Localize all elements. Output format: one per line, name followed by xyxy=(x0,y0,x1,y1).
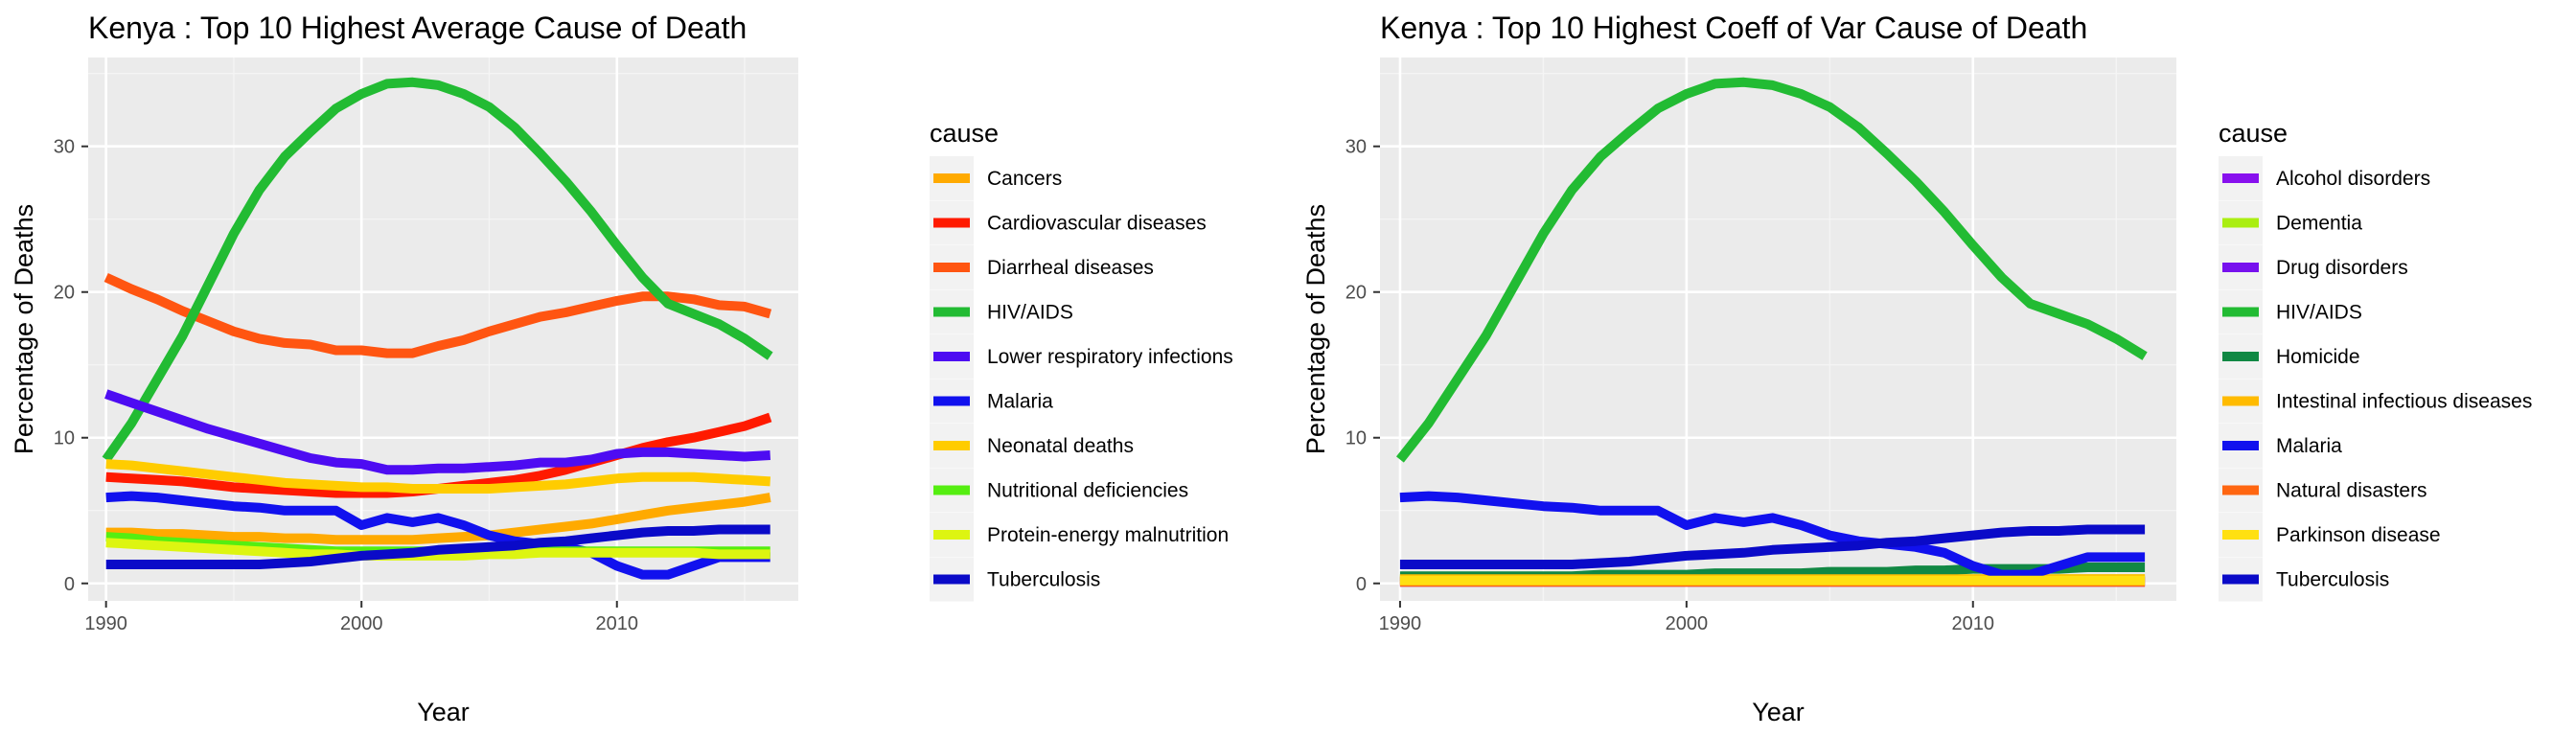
x-tick-label: 1990 xyxy=(84,613,127,634)
legend-item: Diarrheal diseases xyxy=(930,245,1154,289)
y-tick-label: 30 xyxy=(54,137,75,158)
legend-item: HIV/AIDS xyxy=(2219,289,2362,334)
legend-label: HIV/AIDS xyxy=(987,302,1073,324)
legend-label: Cancers xyxy=(987,168,1062,190)
legend-label: Dementia xyxy=(2276,213,2362,235)
legend-label: Lower respiratory infections xyxy=(987,346,1233,368)
y-tick-label: 10 xyxy=(54,428,75,449)
series-lines xyxy=(102,77,773,580)
legend-item: Alcohol disorders xyxy=(2219,156,2430,200)
y-tick-label: 0 xyxy=(64,574,75,595)
x-tick-label: 2000 xyxy=(1666,613,1709,634)
series-line-cancers xyxy=(105,493,771,545)
chart-2: Kenya : Top 10 Highest Coeff of Var Caus… xyxy=(1301,11,2532,726)
legend-label: Alcohol disorders xyxy=(2276,168,2430,190)
series-line-malaria xyxy=(105,491,770,580)
chart-1: Kenya : Top 10 Highest Average Cause of … xyxy=(10,11,1233,726)
legend-label: Natural disasters xyxy=(2276,480,2427,502)
legend-label: Cardiovascular diseases xyxy=(987,213,1207,235)
x-tick-label: 2010 xyxy=(596,613,639,634)
legend-item: Neonatal deaths xyxy=(930,424,1134,468)
y-axis-title: Percentage of Deaths xyxy=(1301,204,1330,454)
y-tick-label: 0 xyxy=(1356,574,1367,595)
legend-item: Cardiovascular diseases xyxy=(930,200,1207,245)
x-axis-title: Year xyxy=(1752,698,1805,726)
legend-label: Nutritional deficiencies xyxy=(987,480,1188,502)
y-tick-label: 20 xyxy=(1346,283,1367,304)
legend-label: Homicide xyxy=(2276,346,2360,368)
series-line-protein-energy-malnutrition xyxy=(105,538,770,561)
legend-item: HIV/AIDS xyxy=(930,289,1073,334)
legend-item: Dementia xyxy=(2219,200,2362,245)
legend-item: Tuberculosis xyxy=(930,557,1100,602)
legend-label: Parkinson disease xyxy=(2276,524,2441,546)
x-tick-label: 2000 xyxy=(340,613,383,634)
legend-item: Malaria xyxy=(2219,424,2342,468)
legend-label: Intestinal infectious diseases xyxy=(2276,391,2532,413)
series-line-malaria xyxy=(1399,491,2146,580)
legend-label: Malaria xyxy=(987,391,1053,413)
legend-label: HIV/AIDS xyxy=(2276,302,2362,324)
legend-label: Drug disorders xyxy=(2276,257,2408,279)
legend-item: Intestinal infectious diseases xyxy=(2219,379,2532,424)
series-line-lower-respiratory-infections xyxy=(104,389,770,475)
series-line-tuberculosis xyxy=(105,524,770,569)
legend-label: Neonatal deaths xyxy=(987,435,1134,457)
series-line-hiv-aids xyxy=(102,77,773,463)
legend-item: Drug disorders xyxy=(2219,245,2408,289)
chart-title: Kenya : Top 10 Highest Average Cause of … xyxy=(88,11,747,45)
y-axis-title: Percentage of Deaths xyxy=(10,204,38,454)
legend-label: Tuberculosis xyxy=(2276,569,2389,591)
series-line-tuberculosis xyxy=(1399,524,2146,569)
legend-title: cause xyxy=(2219,119,2288,148)
legend-item: Lower respiratory infections xyxy=(930,334,1233,379)
y-tick-label: 20 xyxy=(54,283,75,304)
legend-label: Diarrheal diseases xyxy=(987,257,1154,279)
legend-item: Nutritional deficiencies xyxy=(930,468,1188,513)
legend-label: Protein-energy malnutrition xyxy=(987,524,1229,546)
y-tick-label: 10 xyxy=(1346,428,1367,449)
x-tick-label: 1990 xyxy=(1379,613,1422,634)
legend: cause Alcohol disorders Dementia Drug disor… xyxy=(2219,119,2532,602)
legend-item: Protein-energy malnutrition xyxy=(930,513,1229,557)
legend-label: Malaria xyxy=(2276,435,2342,457)
legend-item: Natural disasters xyxy=(2219,468,2427,513)
legend-title: cause xyxy=(930,119,999,148)
x-axis-title: Year xyxy=(417,698,470,726)
series-lines xyxy=(1395,77,2148,587)
legend-item: Malaria xyxy=(930,379,1053,424)
x-tick-label: 2010 xyxy=(1952,613,1995,634)
legend-label: Tuberculosis xyxy=(987,569,1100,591)
series-line-neonatal-deaths xyxy=(105,459,770,494)
legend-item: Cancers xyxy=(930,156,1062,200)
series-line-hiv-aids xyxy=(1395,77,2148,463)
legend-item: Tuberculosis xyxy=(2219,557,2389,602)
legend: cause Cancers Cardiovascular diseases Diarr… xyxy=(930,119,1233,602)
legend-item: Parkinson disease xyxy=(2219,513,2441,557)
chart-title: Kenya : Top 10 Highest Coeff of Var Caus… xyxy=(1380,11,2087,45)
legend-item: Homicide xyxy=(2219,334,2360,379)
y-tick-label: 30 xyxy=(1346,137,1367,158)
